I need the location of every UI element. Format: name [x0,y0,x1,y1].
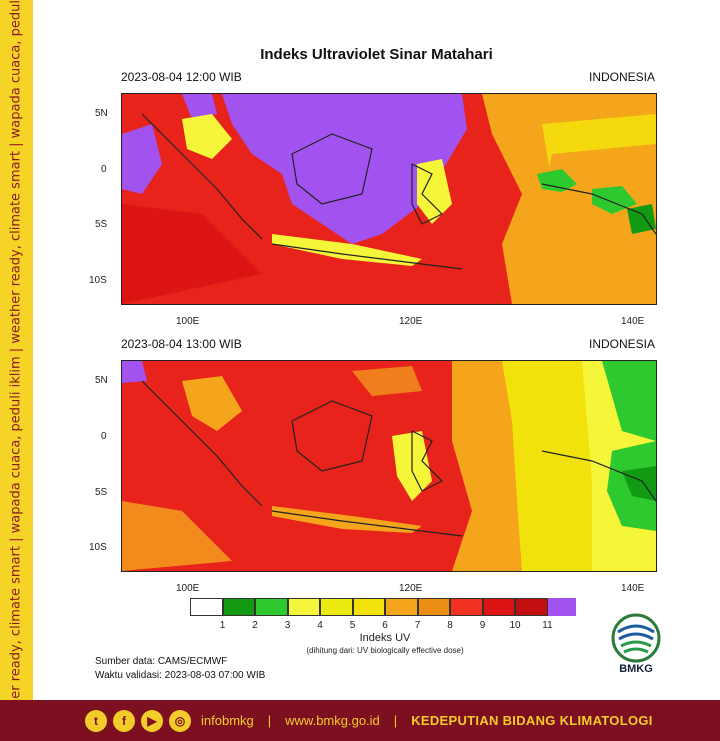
panel1-lat-10s: 10S [89,275,107,286]
youtube-icon[interactable]: ▶ [141,709,163,732]
panel2-lat-5n: 5N [95,375,108,386]
legend-swatch [482,598,515,616]
footer-bar: t f ▶ ◎ infobmkg | www.bmkg.go.id | KEDE… [0,700,720,741]
legend-tick: 2 [252,620,258,631]
instagram-icon[interactable]: ◎ [169,709,191,732]
panel1-lat-0: 0 [101,164,107,175]
panel2-datetime: 2023-08-04 13:00 WIB [121,337,242,351]
uv-map-panel-1300 [121,360,657,572]
bmkg-logo [611,613,661,663]
legend-tick: 3 [284,620,291,631]
legend-tick: 9 [479,620,486,631]
legend-swatch [255,598,288,616]
legend-swatch [190,598,223,616]
panel2-lon-100e: 100E [176,583,200,594]
website-link[interactable]: www.bmkg.go.id [285,713,380,728]
legend-tick: 6 [382,620,388,631]
panel1-lon-100e: 100E [176,316,200,327]
legend-swatch [547,598,576,616]
source-data: Sumber data: CAMS/ECMWF [95,656,228,667]
side-tagline: weather ready, climate smart | wapada cu… [8,0,24,739]
legend-swatch [450,598,483,616]
legend-tick: 10 [509,620,521,631]
panel2-lat-10s: 10S [89,542,107,553]
uv-map-panel-1200 [121,93,657,305]
side-strip: weather ready, climate smart | wapada cu… [0,0,33,739]
legend-tick: 11 [542,620,553,631]
panel1-lat-5s: 5S [95,219,108,230]
legend-tick: 7 [414,620,421,631]
bmkg-logo-text: BMKG [619,663,653,675]
legend-subtitle: (dihitung dari: UV biologically effectiv… [306,646,464,655]
panel1-lat-5n: 5N [95,108,108,119]
facebook-icon[interactable]: f [113,709,135,732]
legend-swatch [515,598,548,616]
legend-swatch [222,598,255,616]
legend-tick: 5 [349,620,356,631]
source-validity: Waktu validasi: 2023-08-03 07:00 WIB [95,670,266,681]
legend-swatch [287,598,320,616]
social-handle[interactable]: infobmkg [201,713,254,728]
legend-tick: 8 [447,620,453,631]
panel2-lat-0: 0 [101,431,107,442]
panel1-region: INDONESIA [588,70,655,84]
legend-title: Indeks UV [359,632,411,644]
twitter-icon[interactable]: t [85,709,107,732]
legend-tick: 4 [317,620,323,631]
panel2-lon-120e: 120E [399,583,423,594]
legend-swatch [417,598,450,616]
panel1-lon-140e: 140E [621,316,645,327]
panel2-region: INDONESIA [588,337,655,351]
department-name: KEDEPUTIAN BIDANG KLIMATOLOGI [411,713,653,728]
panel1-datetime: 2023-08-04 12:00 WIB [121,70,242,84]
legend-swatch [385,598,418,616]
panel2-lat-5s: 5S [95,487,108,498]
legend-tick: 1 [219,620,226,631]
legend-swatch [352,598,385,616]
legend-swatch [320,598,353,616]
map-title: Indeks Ultraviolet Sinar Matahari [260,46,493,63]
footer-separator: | [393,713,398,728]
panel2-lon-140e: 140E [621,583,645,594]
footer-separator: | [267,713,272,728]
panel1-lon-120e: 120E [399,316,423,327]
